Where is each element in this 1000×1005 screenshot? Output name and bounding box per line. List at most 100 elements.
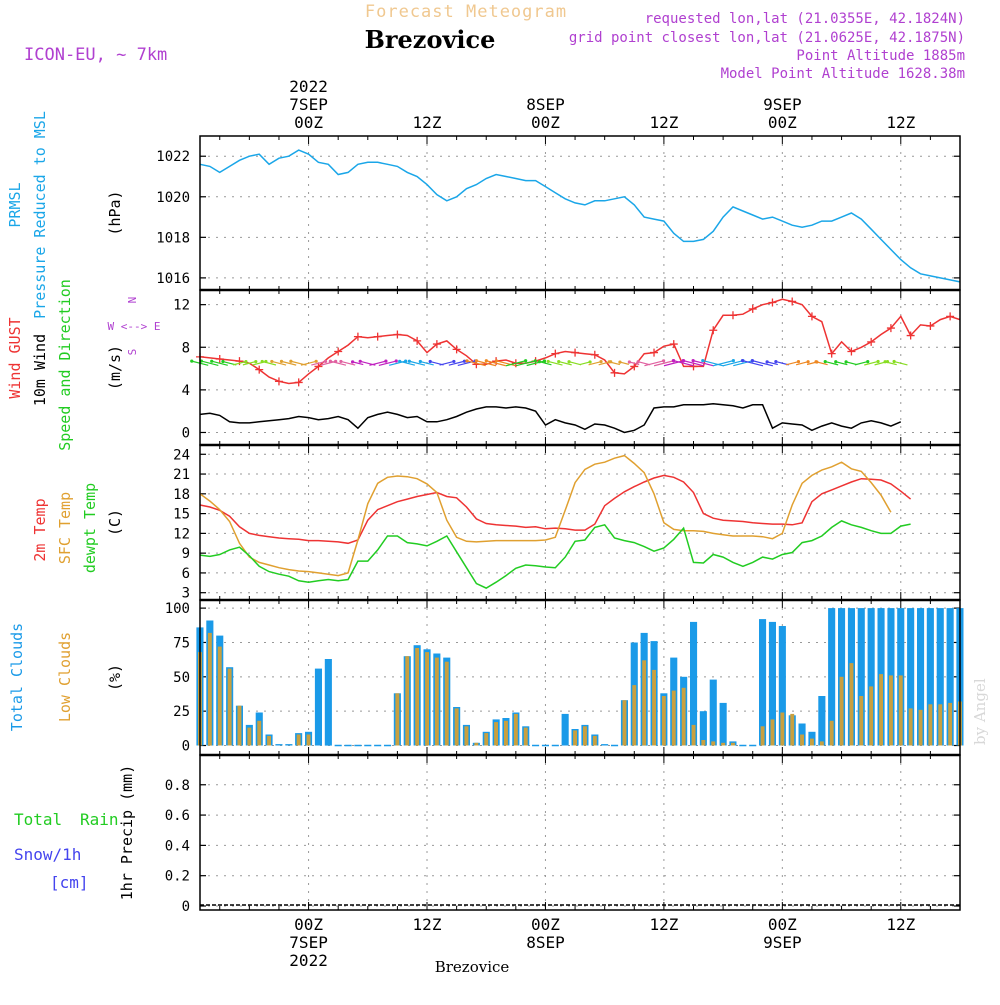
wind-arrow bbox=[795, 361, 809, 366]
time-label-bottom: 00Z bbox=[531, 915, 560, 934]
ytick-label: 1020 bbox=[156, 190, 190, 206]
year-label-bottom: 2022 bbox=[289, 951, 328, 970]
low-cloud-bar bbox=[434, 657, 439, 746]
low-cloud-bar bbox=[207, 632, 212, 746]
low-cloud-bar bbox=[504, 720, 508, 746]
wind-arrow-head bbox=[618, 360, 622, 364]
ytick-label: 1016 bbox=[156, 271, 190, 287]
gust-marker bbox=[709, 326, 718, 335]
time-label-top: 12Z bbox=[649, 113, 678, 132]
temp-2m-label: 2m Temp bbox=[31, 498, 49, 561]
wind-arrow bbox=[539, 361, 552, 366]
wind-arrow bbox=[378, 360, 397, 367]
low-cloud-bar bbox=[800, 734, 804, 746]
ytick-label: 75 bbox=[173, 635, 190, 651]
gust-marker bbox=[946, 312, 955, 321]
time-label-top: 00Z bbox=[294, 113, 323, 132]
low-cloud-bar bbox=[464, 726, 469, 746]
wind-arrow-head bbox=[494, 359, 498, 363]
gust-marker bbox=[748, 304, 757, 313]
low-cloud-bar bbox=[217, 646, 222, 746]
wind-arrow bbox=[311, 360, 326, 366]
low-cloud-bar bbox=[267, 735, 271, 746]
wind-arrow bbox=[785, 361, 799, 366]
low-cloud-bar bbox=[770, 719, 775, 746]
gust-marker bbox=[788, 297, 797, 306]
total-cloud-bar bbox=[828, 608, 836, 746]
wind-arrow-head bbox=[418, 359, 422, 364]
time-label-bottom: 12Z bbox=[886, 915, 915, 934]
pressure-label-prmsl: PRMSL bbox=[6, 182, 24, 227]
wind-speed-dir-label: Speed and Direction bbox=[56, 279, 74, 451]
wind-arrow-head bbox=[474, 359, 479, 363]
ytick-label: 24 bbox=[173, 447, 190, 463]
gust-marker bbox=[432, 340, 441, 349]
wind-arrow bbox=[262, 360, 277, 366]
low-cloud-bar bbox=[671, 690, 676, 746]
low-cloud-bar bbox=[642, 660, 647, 746]
low-cloud-bar bbox=[444, 661, 449, 746]
series-line-2m-temp bbox=[199, 474, 912, 545]
footer-location: Brezovice bbox=[435, 958, 510, 976]
wind-arrow-head bbox=[407, 359, 411, 363]
wind-compass: N W <--> E S bbox=[108, 297, 161, 356]
wind-arrow bbox=[893, 360, 908, 366]
low-cloud-bar bbox=[948, 702, 953, 746]
low-cloud-bar bbox=[810, 738, 814, 746]
wind-arrow bbox=[476, 360, 497, 367]
wind-arrow-head bbox=[537, 360, 542, 364]
ytick-label: 0.8 bbox=[165, 778, 190, 794]
total-cloud-bar bbox=[719, 702, 727, 746]
total-cloud-bar bbox=[917, 608, 925, 746]
wind-arrow bbox=[548, 360, 563, 366]
total-cloud-bar bbox=[601, 744, 609, 746]
wind-arrow-head bbox=[636, 360, 640, 364]
wind-arrow bbox=[766, 361, 778, 366]
wind-arrow-head bbox=[796, 360, 801, 364]
date-label-top: 8SEP bbox=[526, 95, 565, 114]
wind-arrow-head bbox=[701, 358, 705, 363]
wind-arrow-head bbox=[289, 359, 293, 363]
gust-marker bbox=[807, 312, 816, 321]
time-label-bottom: 00Z bbox=[768, 915, 797, 934]
low-cloud-bar bbox=[523, 727, 528, 746]
time-label-bottom: 12Z bbox=[413, 915, 442, 934]
date-label-top: 7SEP bbox=[289, 95, 328, 114]
wind-arrow bbox=[330, 360, 347, 366]
low-cloud-bar bbox=[415, 648, 420, 746]
low-cloud-bar bbox=[652, 669, 656, 746]
wind-arrow-head bbox=[244, 359, 248, 364]
wind-arrow-head bbox=[834, 360, 838, 364]
total-cloud-bar bbox=[857, 608, 865, 746]
wind-arrow-head bbox=[607, 360, 611, 364]
wind-arrow-head bbox=[546, 359, 550, 364]
wind-arrow bbox=[558, 361, 572, 366]
ytick-label: 3 bbox=[182, 586, 190, 602]
low-cloud-bar bbox=[731, 742, 735, 746]
wind-arrow bbox=[733, 360, 753, 367]
total-cloud-bar bbox=[561, 713, 569, 746]
gust-marker bbox=[452, 345, 461, 354]
wind-arrow bbox=[663, 360, 684, 367]
wind-arrow bbox=[722, 360, 744, 367]
low-cloud-bar bbox=[701, 740, 706, 746]
wind-arrow-head bbox=[774, 359, 778, 364]
ytick-label: 0.4 bbox=[165, 838, 190, 854]
wind-10m-label: 10m Wind bbox=[31, 334, 49, 406]
panel-clouds: 0 25 50 75 100 (%) bbox=[106, 599, 964, 756]
low-cloud-bar bbox=[583, 726, 587, 746]
wind-arrow-head bbox=[892, 359, 896, 364]
wind-arrow-head bbox=[254, 359, 258, 364]
wind-arrow bbox=[211, 360, 228, 366]
gust-marker bbox=[373, 332, 382, 341]
time-label-top: 00Z bbox=[531, 113, 560, 132]
wind-arrow-head bbox=[883, 360, 887, 364]
low-cloud-bar bbox=[632, 685, 637, 746]
wind-arrow bbox=[712, 360, 734, 367]
low-cloud-bar bbox=[859, 696, 864, 746]
wind-arrow bbox=[515, 360, 536, 367]
wind-arrow-head bbox=[398, 359, 402, 363]
total-cloud-bar bbox=[936, 608, 944, 746]
time-label-bottom: 12Z bbox=[649, 915, 678, 934]
wind-arrow bbox=[281, 360, 297, 366]
